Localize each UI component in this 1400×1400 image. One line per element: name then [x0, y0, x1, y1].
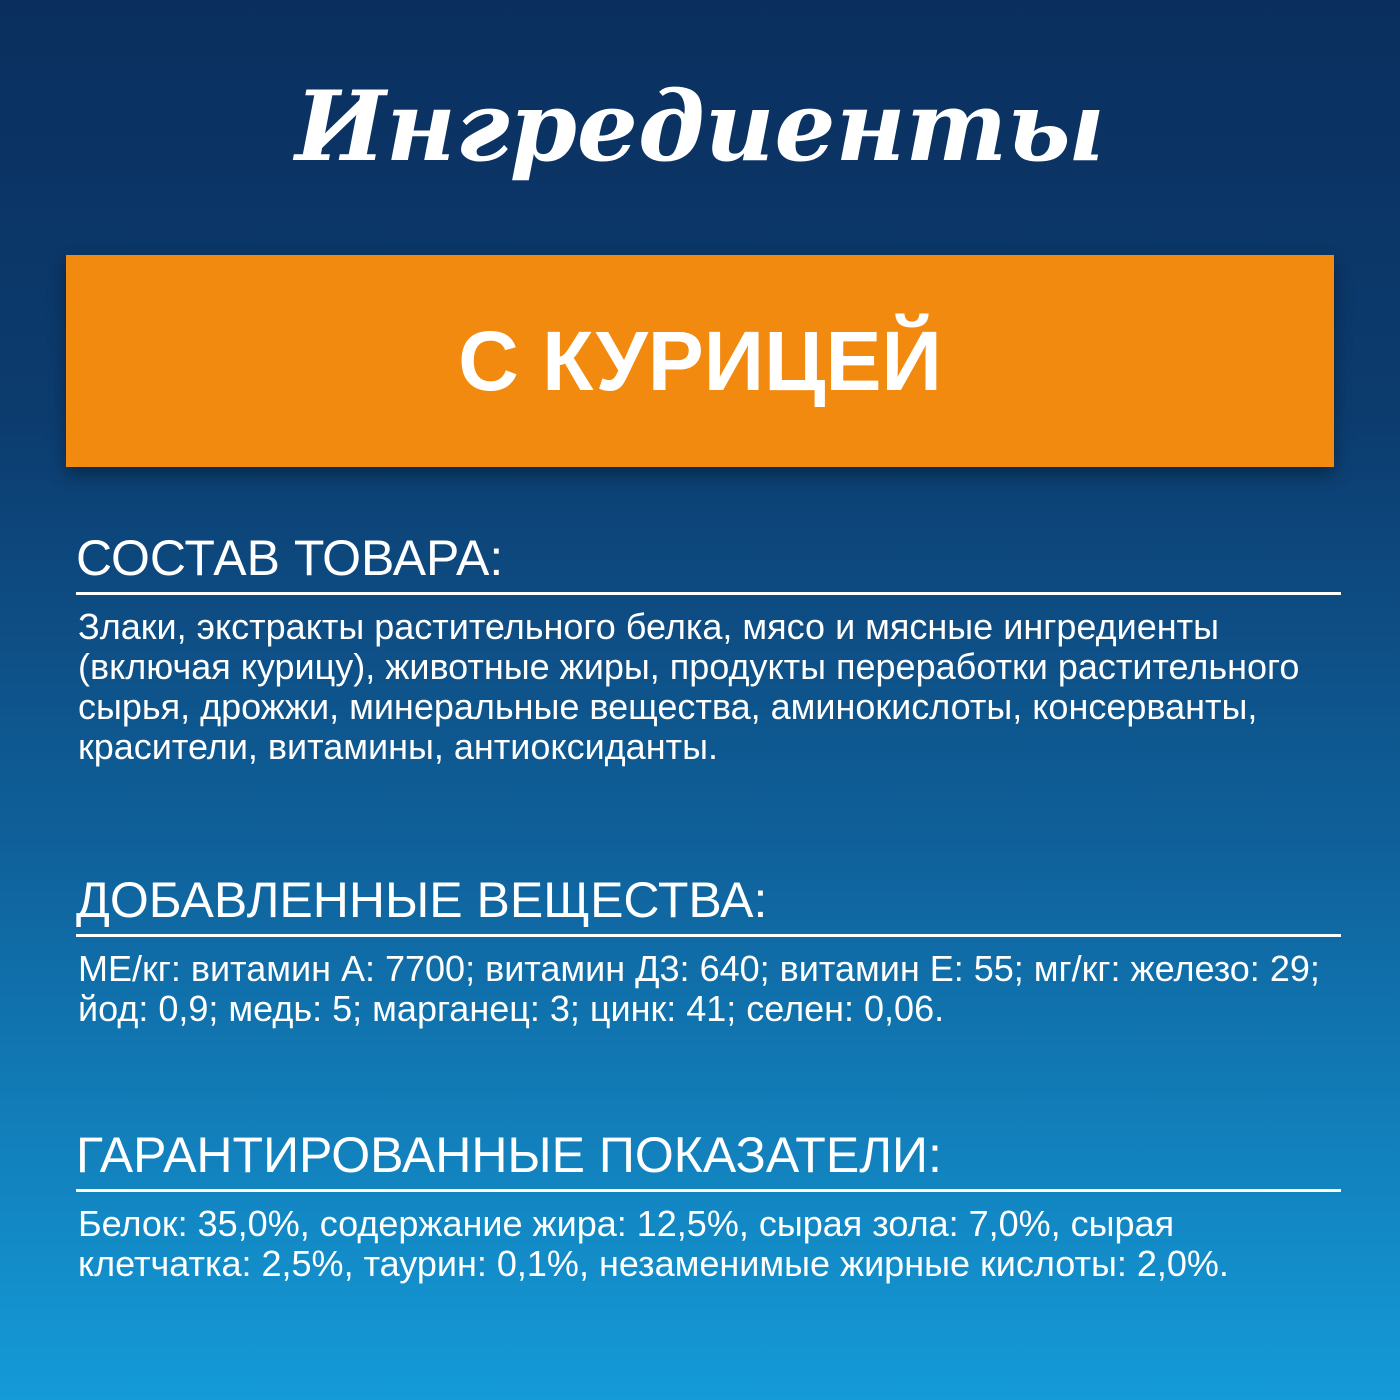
- section-heading: ГАРАНТИРОВАННЫЕ ПОКАЗАТЕЛИ:: [76, 1125, 1341, 1192]
- section-heading: СОСТАВ ТОВАРА:: [76, 528, 1341, 595]
- section: ГАРАНТИРОВАННЫЕ ПОКАЗАТЕЛИ: Белок: 35,0%…: [76, 1125, 1341, 1284]
- section: ДОБАВЛЕННЫЕ ВЕЩЕСТВА: МЕ/кг: витамин А: …: [76, 870, 1341, 1029]
- section: СОСТАВ ТОВАРА: Злаки, экстракты растител…: [76, 528, 1341, 767]
- section-text: Злаки, экстракты растительного белка, мя…: [78, 606, 1300, 767]
- section-heading: ДОБАВЛЕННЫЕ ВЕЩЕСТВА:: [76, 870, 1341, 937]
- title: Ингредиенты: [295, 70, 1105, 183]
- section-text: МЕ/кг: витамин А: 7700; витамин Д3: 640;…: [78, 948, 1320, 1029]
- banner: С КУРИЦЕЙ: [66, 255, 1334, 467]
- section-text: Белок: 35,0%, содержание жира: 12,5%, сы…: [78, 1203, 1229, 1284]
